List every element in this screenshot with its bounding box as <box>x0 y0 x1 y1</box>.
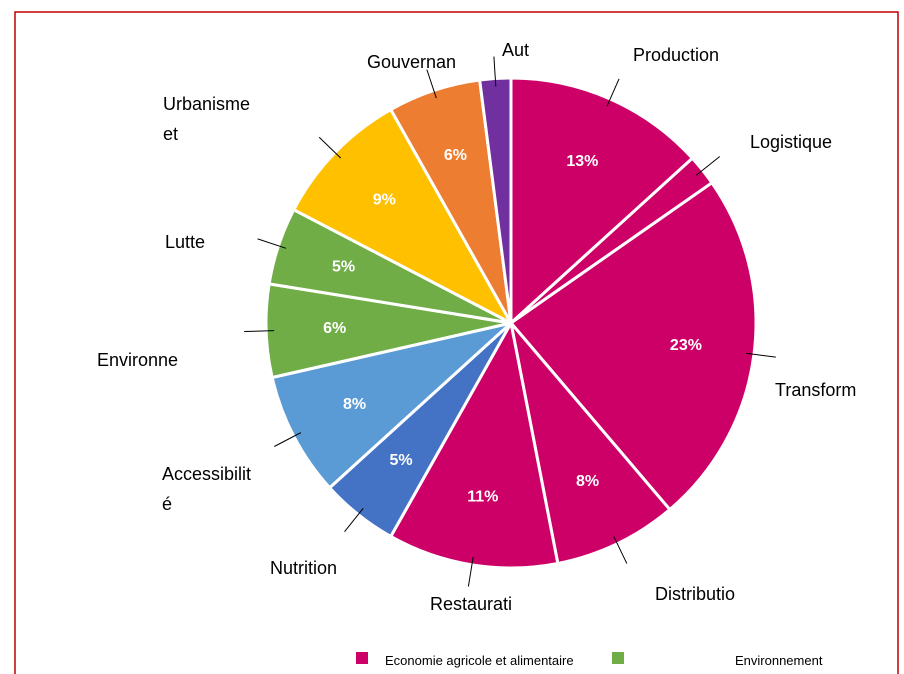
leader-line <box>257 238 287 249</box>
category-label: Logistique <box>750 132 833 152</box>
leader-line <box>745 352 776 358</box>
category-label: Accessibilité <box>162 464 252 514</box>
leader-line <box>274 432 302 447</box>
pie-slice <box>509 76 695 327</box>
leader-line <box>344 507 364 533</box>
pie-slice <box>267 207 512 325</box>
pie-slice <box>509 156 715 325</box>
legend-label: Environnement <box>735 653 823 668</box>
legend-label: Economie agricole et alimentaire <box>385 653 574 668</box>
leader-line <box>467 556 474 587</box>
pie-slice <box>388 318 560 570</box>
value-label: 5% <box>389 452 412 469</box>
pie-slice <box>508 317 672 566</box>
pie-slice <box>291 107 515 327</box>
category-label: Environne <box>97 350 179 370</box>
legend-swatch <box>356 652 368 664</box>
category-label: Restaurati <box>430 594 513 614</box>
pie-slice <box>508 180 758 512</box>
category-label: Gouvernan <box>367 52 457 72</box>
category-label: Urbanisme et <box>163 94 251 144</box>
leader-line <box>695 156 721 176</box>
leader-line <box>493 56 497 87</box>
category-label: Aut <box>502 40 530 60</box>
value-label: 13% <box>566 153 598 170</box>
leader-line <box>613 536 628 564</box>
category-label: Transform <box>775 380 857 400</box>
pie-slice <box>270 320 517 490</box>
pie-slice <box>264 282 512 380</box>
value-label: 6% <box>444 147 467 164</box>
category-label: Nutrition <box>270 558 338 578</box>
pie-slice <box>327 321 513 539</box>
value-label: 8% <box>343 396 366 413</box>
pie-slice <box>477 76 513 324</box>
leader-line <box>606 78 620 107</box>
category-label: Lutte <box>165 232 206 252</box>
legend-swatch <box>612 652 624 664</box>
value-label: 11% <box>467 488 498 505</box>
frame <box>14 11 899 674</box>
value-label: 8% <box>576 473 599 490</box>
value-label: 23% <box>670 337 702 354</box>
value-label: 9% <box>373 192 396 209</box>
leader-line <box>244 330 275 333</box>
category-label: Production <box>633 45 720 65</box>
category-label: Distributio <box>655 584 736 604</box>
value-label: 5% <box>332 259 355 276</box>
pie-slice <box>388 78 513 324</box>
leader-line <box>318 136 342 159</box>
value-label: 6% <box>323 320 346 337</box>
